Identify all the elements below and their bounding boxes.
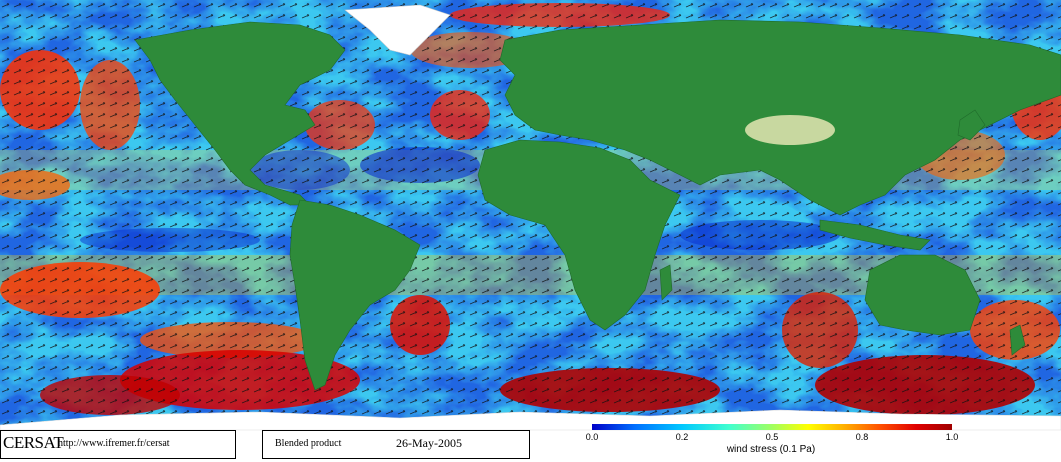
colorbar-tick: 0.0 [585,432,599,442]
colorbar-gradient [592,424,952,430]
product-box [262,430,530,459]
north-america [134,21,346,206]
date-label: 26-May-2005 [396,436,462,450]
south-america [289,199,421,391]
source-url: http://www.ifremer.fr/cersat [58,438,170,449]
colorbar-tick: 0.5 [765,432,779,442]
credit-box [0,430,236,459]
colorbar-tick: 1.0 [945,432,959,442]
indonesia [819,219,931,251]
australia [864,254,981,336]
product-label: Blended product [275,438,342,449]
japan [957,109,986,141]
madagascar [659,264,673,301]
land-masses [0,4,1061,431]
africa [477,139,681,331]
colorbar-unit-label: wind stress (0.1 Pa) [726,444,816,455]
greenland [344,4,451,56]
colorbar-tick: 0.8 [855,432,869,442]
colorbar-tick: 0.2 [675,432,689,442]
tibetan-plateau [745,115,835,145]
brand-label: CERSAT [3,433,64,452]
new-zealand [1009,324,1026,356]
